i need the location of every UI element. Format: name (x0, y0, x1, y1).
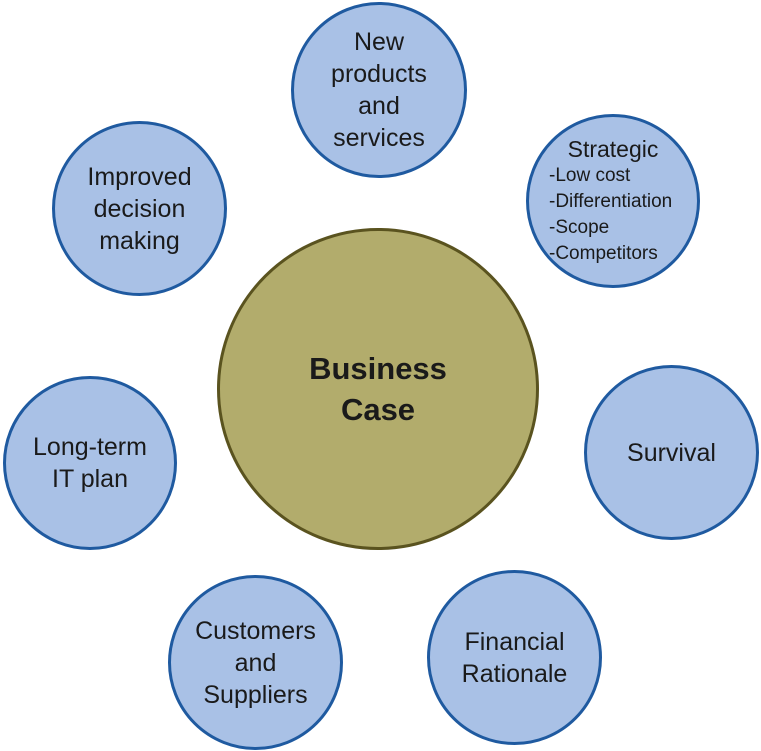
long-term-label-line: Long-term (33, 433, 147, 461)
new-products-label-line: and (358, 92, 400, 120)
improved-decision-label-line: making (99, 226, 180, 255)
financial-label-line: Financial (464, 627, 565, 656)
financial-rationale-node: Financial Rationale (427, 570, 602, 745)
customers-label-line: Customers (195, 616, 316, 645)
strategic-item: -Low cost (549, 164, 631, 186)
strategic-item: -Differentiation (549, 190, 673, 212)
survival-node: Survival (584, 365, 759, 540)
improved-decision-label-line: Improved (87, 162, 192, 191)
survival-label: Survival (627, 438, 716, 467)
customers-label-line: Suppliers (203, 680, 308, 709)
strategic-item: -Scope (549, 216, 610, 238)
improved-decision-label-line: decision (93, 194, 186, 223)
customers-label-line: and (234, 648, 277, 677)
customers-suppliers-node: Customers and Suppliers (168, 575, 343, 750)
business-case-node: Business Case (217, 228, 539, 550)
long-term-label-line: IT plan (52, 465, 128, 493)
new-products-node: New products and services (291, 2, 467, 178)
strategic-node: Strategic -Low cost -Differentiation -Sc… (526, 114, 700, 288)
new-products-label-line: New (353, 28, 404, 56)
business-case-label-line: Business (309, 351, 447, 386)
new-products-label-line: services (333, 124, 425, 152)
long-term-it-plan-node: Long-term IT plan (3, 376, 177, 550)
financial-label-line: Rationale (461, 659, 568, 688)
improved-decision-making-node: Improved decision making (52, 121, 227, 296)
strategic-title: Strategic (567, 135, 659, 162)
business-case-label-line: Case (340, 392, 416, 427)
new-products-label-line: products (331, 60, 427, 88)
strategic-item: -Competitors (549, 242, 658, 264)
